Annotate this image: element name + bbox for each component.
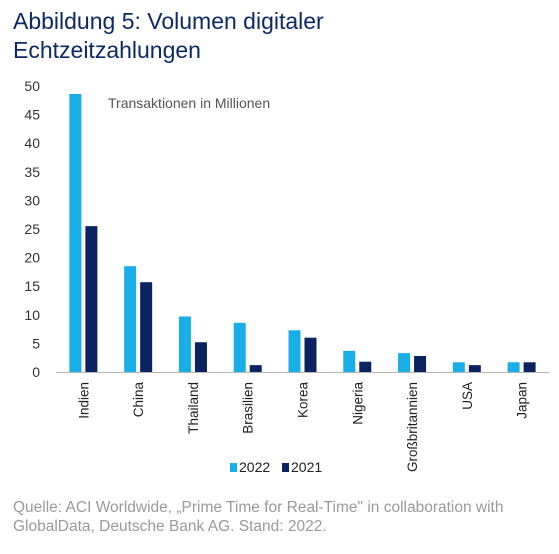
y-axis: 0 5 10 15 20 25 30 35 40 45 50 — [24, 78, 40, 380]
bar-2021-Thailand — [194, 342, 207, 372]
bar-2022-Japan — [507, 362, 520, 372]
y-tick-label: 15 — [24, 278, 40, 294]
legend-swatch-2022 — [230, 463, 237, 472]
bar-2022-Nigeria — [343, 350, 356, 372]
x-tick-label: Korea — [296, 382, 311, 419]
x-tick-label: Thailand — [186, 382, 201, 434]
bar-2021-Brasilien — [249, 365, 262, 372]
bar-2022-Indien — [69, 94, 82, 373]
chart-title-line2: Echtzeitzahlungen — [13, 37, 201, 63]
bar-2022-USA — [452, 362, 465, 372]
x-tick-label: Nigeria — [350, 382, 365, 425]
legend-label-2021: 2021 — [291, 459, 322, 475]
bar-2021-Indien — [85, 226, 98, 372]
legend: 2022 2021 — [230, 459, 322, 475]
bar-2021-China — [140, 282, 153, 372]
y-tick-label: 40 — [24, 135, 40, 151]
chart-annotation: Transaktionen in Millionen — [108, 95, 270, 111]
y-tick-label: 5 — [32, 335, 40, 351]
y-tick-label: 10 — [24, 307, 40, 323]
y-tick-label: 20 — [24, 250, 40, 266]
bar-chart: 0 5 10 15 20 25 30 35 40 45 50 Transaktionen in Mi… — [24, 78, 549, 475]
bar-2021-Nigeria — [359, 361, 372, 372]
y-tick-label: 0 — [32, 364, 40, 380]
y-tick-label: 30 — [24, 192, 40, 208]
y-tick-label: 45 — [24, 107, 40, 123]
legend-label-2022: 2022 — [239, 459, 270, 475]
bar-2021-USA — [468, 365, 481, 372]
y-tick-label: 35 — [24, 164, 40, 180]
y-tick-label: 50 — [24, 78, 40, 94]
bar-2021-Korea — [304, 337, 317, 372]
legend-swatch-2021 — [282, 463, 289, 472]
bar-2022-Großbritannien — [398, 353, 411, 372]
x-tick-label: Indien — [76, 382, 91, 419]
source-note: Quelle: ACI Worldwide, „Prime Time for R… — [13, 499, 504, 535]
x-tick-label: Brasilien — [241, 382, 256, 434]
x-axis-labels: Indien China Thailand Brasilien Korea Nigeria… — [76, 382, 529, 473]
bar-2021-Japan — [523, 362, 536, 372]
bar-2022-Thailand — [178, 316, 191, 372]
chart-title-line1: Abbildung 5: Volumen digitaler — [13, 8, 324, 34]
bar-2022-China — [124, 266, 137, 372]
x-tick-label: Großbritannien — [405, 382, 420, 472]
x-tick-label: China — [131, 382, 146, 418]
bar-2022-Brasilien — [233, 322, 246, 372]
bar-2022-Korea — [288, 330, 301, 372]
x-tick-label: USA — [460, 382, 475, 410]
bar-2021-Großbritannien — [414, 355, 427, 372]
chart-title: Abbildung 5: Volumen digitaler Echtzeitz… — [13, 7, 533, 65]
bars — [69, 94, 536, 373]
x-tick-label: Japan — [515, 382, 530, 419]
y-tick-label: 25 — [24, 221, 40, 237]
